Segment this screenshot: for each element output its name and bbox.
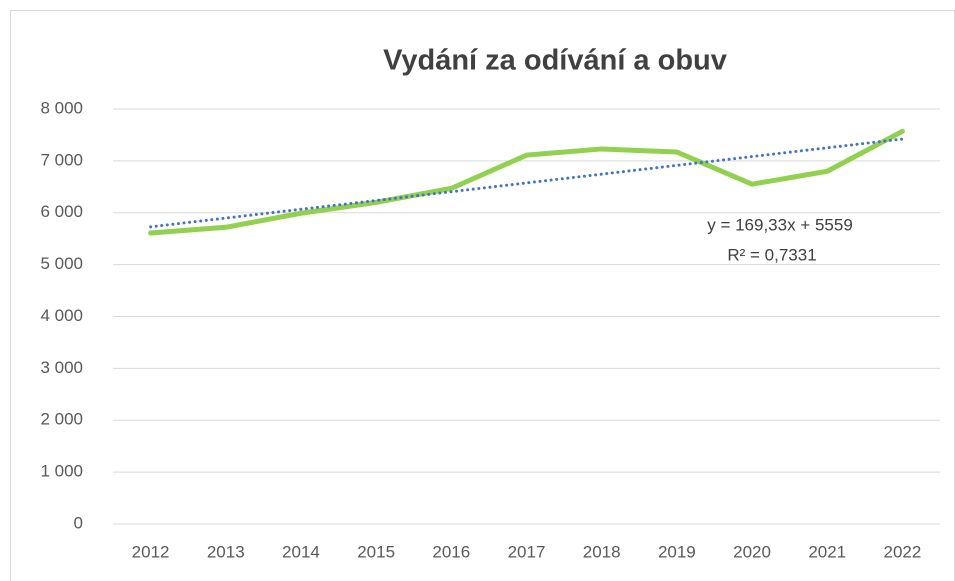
y-tick-label: 1 000 xyxy=(40,462,83,481)
x-tick-label: 2022 xyxy=(883,542,921,561)
y-tick-label: 2 000 xyxy=(40,410,83,429)
chart-title: Vydání za odívání a obuv xyxy=(383,45,727,77)
x-tick-label: 2013 xyxy=(207,542,245,561)
y-tick-label: 7 000 xyxy=(40,150,83,169)
x-tick-label: 2017 xyxy=(508,542,546,561)
x-tick-label: 2016 xyxy=(432,542,470,561)
x-tick-label: 2012 xyxy=(132,542,170,561)
y-tick-label: 4 000 xyxy=(40,306,83,325)
x-tick-label: 2019 xyxy=(658,542,696,561)
chart-frame xyxy=(10,10,955,581)
x-tick-label: 2014 xyxy=(282,542,320,561)
r-squared: R² = 0,7331 xyxy=(727,245,816,264)
x-tick-label: 2015 xyxy=(357,542,395,561)
y-tick-label: 3 000 xyxy=(40,358,83,377)
trend-equation: y = 169,33x + 5559 xyxy=(707,215,853,234)
data-line xyxy=(148,128,905,236)
x-tick-label: 2018 xyxy=(583,542,621,561)
x-tick-label: 2021 xyxy=(808,542,846,561)
y-tick-label: 6 000 xyxy=(40,202,83,221)
y-tick-label: 5 000 xyxy=(40,254,83,273)
y-tick-label: 8 000 xyxy=(40,98,83,117)
y-tick-label: 0 xyxy=(74,513,83,532)
x-tick-label: 2020 xyxy=(733,542,771,561)
